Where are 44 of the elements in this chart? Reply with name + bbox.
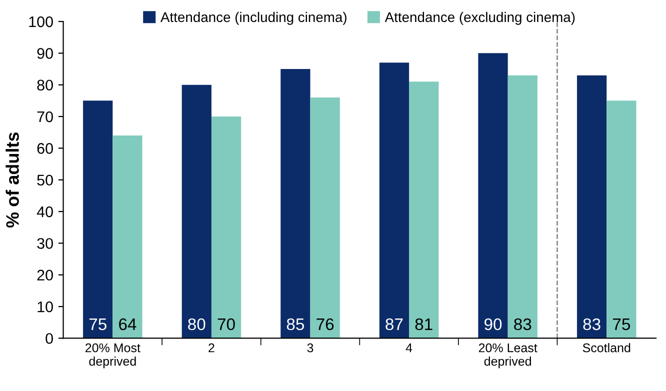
y-tick-label: 60	[37, 143, 53, 154]
bar	[83, 100, 113, 338]
data-label: 87	[386, 318, 403, 330]
bar	[478, 53, 508, 338]
bar	[576, 75, 607, 338]
y-tick-label: 70	[37, 111, 53, 122]
data-label: 83	[583, 318, 600, 330]
x-tick-label: 2	[208, 343, 214, 352]
data-label: 64	[119, 318, 136, 330]
data-label: 80	[188, 318, 206, 330]
data-label: 75	[613, 318, 630, 330]
bar	[310, 98, 340, 338]
y-tick-label: 100	[29, 16, 53, 28]
y-tick-label: 80	[37, 80, 53, 91]
y-tick-label: 10	[38, 301, 53, 312]
bar	[182, 84, 212, 338]
bar	[211, 116, 242, 338]
bar	[112, 136, 142, 338]
y-tick-label: 40	[36, 206, 53, 218]
bar	[280, 69, 310, 338]
legend-label: Attendance (excluding cinema)	[384, 12, 575, 25]
bar	[508, 75, 538, 338]
legend-label: Attendance (including cinema)	[160, 12, 346, 25]
y-tick-label: 50	[37, 174, 53, 186]
bar	[379, 62, 410, 338]
data-label: 83	[514, 318, 532, 330]
data-label: 70	[218, 318, 235, 330]
x-tick-label: 4	[406, 344, 412, 352]
data-label: 90	[484, 318, 502, 330]
data-label: 81	[415, 318, 432, 330]
data-label: 76	[316, 318, 334, 330]
y-tick-label: 30	[37, 238, 53, 249]
y-tick-label: 20	[37, 270, 53, 281]
x-tick-label: 3	[307, 343, 314, 352]
data-label: 75	[89, 318, 106, 330]
y-axis-title: % of adults	[6, 132, 19, 228]
y-tick-label: 90	[37, 48, 53, 59]
bar	[606, 100, 636, 338]
data-label: 85	[286, 318, 304, 330]
y-tick-label: 0	[46, 333, 53, 344]
bar	[409, 82, 439, 338]
x-tick-label: 20% Least deprived	[478, 343, 538, 368]
x-tick-label: 20% Most deprived	[86, 343, 140, 368]
x-tick-label: Scotland	[582, 343, 630, 352]
